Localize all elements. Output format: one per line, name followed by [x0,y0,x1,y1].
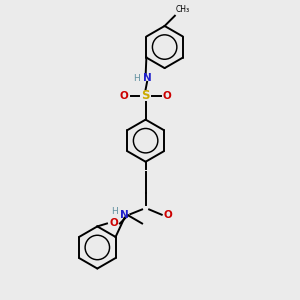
Text: O: O [164,210,172,220]
Text: O: O [120,91,129,101]
Text: H: H [111,207,118,216]
Text: N: N [120,210,129,220]
Text: N: N [143,73,152,83]
Text: CH₃: CH₃ [176,5,190,14]
Text: S: S [141,89,150,102]
Text: O: O [163,91,171,101]
Text: H: H [134,74,140,83]
Text: O: O [109,218,118,229]
